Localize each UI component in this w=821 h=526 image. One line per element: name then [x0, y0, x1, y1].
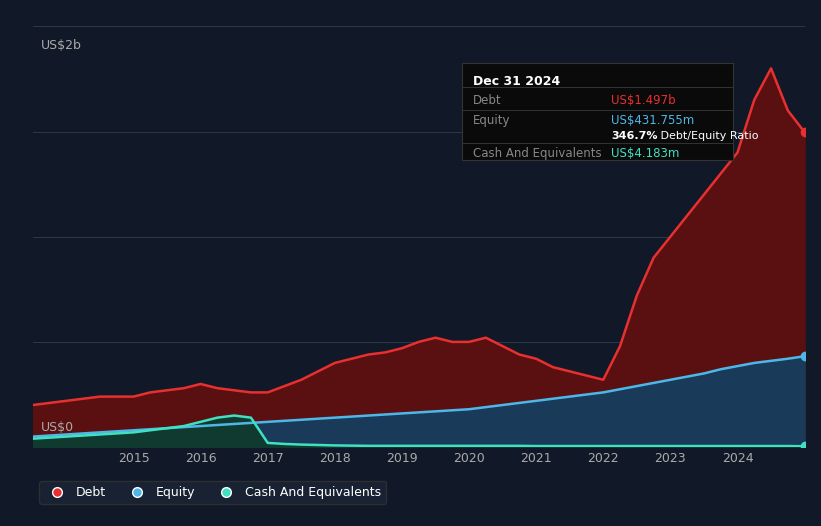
Text: Debt/Equity Ratio: Debt/Equity Ratio: [657, 131, 759, 141]
Text: US$4.183m: US$4.183m: [611, 147, 679, 160]
Text: Debt: Debt: [473, 94, 502, 107]
Text: US$2b: US$2b: [40, 39, 81, 52]
Text: Dec 31 2024: Dec 31 2024: [473, 75, 560, 88]
Text: 346.7%: 346.7%: [611, 131, 658, 141]
Legend: Debt, Equity, Cash And Equivalents: Debt, Equity, Cash And Equivalents: [39, 481, 386, 504]
Text: US$1.497b: US$1.497b: [611, 94, 676, 107]
Text: US$0: US$0: [40, 421, 74, 434]
Text: Cash And Equivalents: Cash And Equivalents: [473, 147, 602, 160]
Text: Equity: Equity: [473, 114, 511, 127]
Text: US$431.755m: US$431.755m: [611, 114, 694, 127]
